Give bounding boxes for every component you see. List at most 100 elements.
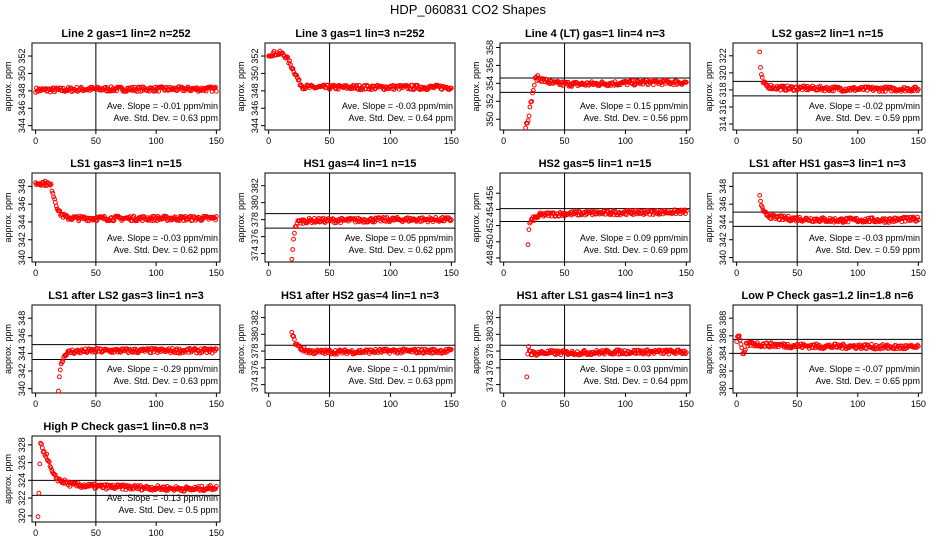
y-tick-label: 350 xyxy=(250,66,260,81)
data-point xyxy=(739,345,745,351)
panel-title: Low P Check gas=1.2 lin=1.8 n=6 xyxy=(742,290,914,302)
data-point xyxy=(35,514,41,520)
panel-title: Line 2 gas=1 lin=2 n=252 xyxy=(61,28,190,40)
data-point xyxy=(855,87,861,92)
data-point xyxy=(106,482,112,488)
y-axis-label: approx. ppm xyxy=(704,324,714,374)
data-point xyxy=(632,82,638,88)
y-tick-label: 450 xyxy=(485,234,495,249)
x-tick-label: 50 xyxy=(325,136,335,146)
data-point xyxy=(46,459,52,465)
plot-frame xyxy=(264,172,456,263)
ave-std-dev-text: Ave. Std. Dev. = 0.62 ppm xyxy=(114,245,218,255)
y-tick-label: 350 xyxy=(17,66,27,81)
y-axis-label: approx. ppm xyxy=(236,192,246,242)
y-tick-label: 316 xyxy=(718,99,728,114)
y-axis-label: approx. ppm xyxy=(704,61,714,111)
chart-panel-12: Low P Check gas=1.2 lin=1.8 n=6 approx. p… xyxy=(704,290,926,409)
y-tick-label: 328 xyxy=(17,437,27,452)
data-point xyxy=(296,77,302,83)
data-point xyxy=(153,88,159,94)
data-point xyxy=(608,351,614,357)
data-point xyxy=(531,82,537,88)
data-point xyxy=(128,87,134,93)
data-point xyxy=(541,76,547,82)
plot-frame xyxy=(732,304,923,394)
x-tick-label: 0 xyxy=(33,268,38,278)
ave-slope-text: Ave. Slope = 0.05 ppm/min xyxy=(345,233,453,243)
y-tick-label: 374 xyxy=(250,246,260,261)
y-tick-label: 374 xyxy=(250,377,260,392)
x-tick-label: 100 xyxy=(618,136,633,146)
data-point xyxy=(448,217,454,223)
x-tick-label: 50 xyxy=(325,268,335,278)
ave-slope-text: Ave. Slope = -0.03 ppm/min xyxy=(342,101,453,111)
data-point xyxy=(36,490,42,496)
data-point xyxy=(213,483,219,489)
y-tick-label: 352 xyxy=(17,49,27,64)
panel-title: LS2 gas=2 lin=1 n=15 xyxy=(772,28,884,40)
data-point xyxy=(330,83,336,89)
data-point xyxy=(683,79,689,85)
plot-frame xyxy=(264,42,456,131)
x-tick-label: 150 xyxy=(209,528,224,538)
x-tick-label: 150 xyxy=(679,268,694,278)
x-tick-label: 100 xyxy=(149,528,164,538)
x-tick-label: 100 xyxy=(618,399,633,409)
y-tick-label: 348 xyxy=(17,83,27,98)
ave-std-dev-text: Ave. Std. Dev. = 0.63 ppm xyxy=(114,376,218,386)
data-point xyxy=(56,374,62,380)
y-tick-label: 378 xyxy=(250,344,260,359)
y-tick-label: 384 xyxy=(718,346,728,361)
data-point xyxy=(181,218,187,223)
y-tick-label: 342 xyxy=(718,232,728,247)
data-point xyxy=(213,88,219,94)
data-point xyxy=(758,72,764,77)
x-tick-label: 50 xyxy=(91,528,101,538)
data-point xyxy=(213,214,219,219)
y-tick-label: 376 xyxy=(250,229,260,244)
data-point xyxy=(447,346,453,352)
y-tick-label: 314 xyxy=(718,117,728,132)
y-tick-label: 320 xyxy=(17,508,27,523)
x-tick-label: 100 xyxy=(850,268,865,278)
data-point xyxy=(888,216,894,222)
panel-title: LS1 gas=3 lin=1 n=15 xyxy=(70,158,182,170)
data-point xyxy=(737,337,743,343)
y-tick-label: 344 xyxy=(718,214,728,229)
data-point xyxy=(45,458,51,464)
x-tick-label: 50 xyxy=(792,399,802,409)
ave-std-dev-text: Ave. Std. Dev. = 0.62 ppm xyxy=(349,245,453,255)
x-tick-label: 0 xyxy=(266,399,271,409)
ave-slope-text: Ave. Slope = -0.13 ppm/min xyxy=(107,493,218,503)
ave-slope-text: Ave. Slope = 0.03 ppm/min xyxy=(580,364,688,374)
data-point xyxy=(51,194,57,200)
y-tick-label: 322 xyxy=(17,491,27,506)
y-tick-label: 388 xyxy=(718,311,728,326)
y-tick-label: 320 xyxy=(718,65,728,80)
ave-slope-text: Ave. Slope = -0.03 ppm/min xyxy=(809,233,920,243)
data-point xyxy=(525,118,531,123)
y-tick-label: 346 xyxy=(17,328,27,343)
ave-std-dev-text: Ave. Std. Dev. = 0.64 ppm xyxy=(349,113,453,123)
panel-title: HS1 after HS2 gas=4 lin=1 n=3 xyxy=(281,290,439,302)
y-tick-label: 380 xyxy=(250,327,260,342)
plot-frame xyxy=(732,172,923,263)
data-point xyxy=(915,217,921,223)
y-tick-label: 380 xyxy=(718,381,728,396)
data-point xyxy=(292,337,297,342)
data-point xyxy=(291,236,296,242)
panel-title: Line 4 (LT) gas=1 lin=4 n=3 xyxy=(525,28,665,40)
y-axis-label: approx. ppm xyxy=(471,61,481,111)
data-point xyxy=(758,65,763,70)
ave-slope-text: Ave. Slope = -0.01 ppm/min xyxy=(107,101,218,111)
chart-panel-3: Line 4 (LT) gas=1 lin=4 n=3 approx. ppm 0 5… xyxy=(471,28,694,146)
ave-slope-text: Ave. Slope = -0.07 ppm/min xyxy=(809,364,920,374)
y-tick-label: 344 xyxy=(17,214,27,229)
y-axis-label: approx. ppm xyxy=(236,324,246,374)
y-tick-label: 454 xyxy=(485,202,495,217)
x-tick-label: 100 xyxy=(149,399,164,409)
page-title: HDP_060831 CO2 Shapes xyxy=(389,2,547,17)
data-point xyxy=(160,484,166,490)
